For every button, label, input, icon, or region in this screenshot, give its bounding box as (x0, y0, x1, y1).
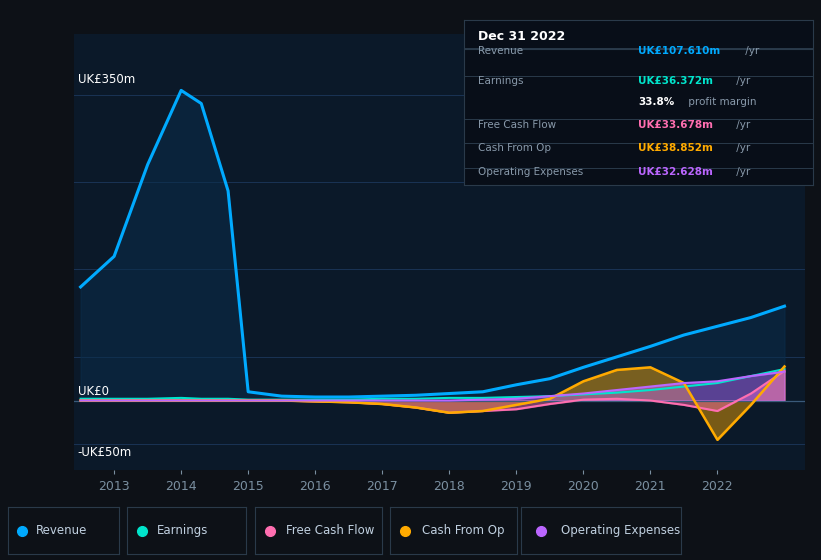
Text: Operating Expenses: Operating Expenses (478, 167, 583, 176)
Text: UK£32.628m: UK£32.628m (639, 167, 713, 176)
Text: /yr: /yr (732, 143, 750, 153)
Text: /yr: /yr (732, 167, 750, 176)
Text: Cash From Op: Cash From Op (478, 143, 551, 153)
Text: Earnings: Earnings (157, 524, 209, 537)
Text: Revenue: Revenue (36, 524, 87, 537)
Text: UK£33.678m: UK£33.678m (639, 120, 713, 130)
Text: /yr: /yr (732, 120, 750, 130)
Text: UK£0: UK£0 (77, 385, 108, 398)
Text: UK£36.372m: UK£36.372m (639, 76, 713, 86)
Text: -UK£50m: -UK£50m (77, 446, 132, 459)
Text: profit margin: profit margin (686, 97, 757, 108)
Text: 33.8%: 33.8% (639, 97, 675, 108)
Text: /yr: /yr (742, 46, 759, 56)
Text: UK£107.610m: UK£107.610m (639, 46, 721, 56)
Text: /yr: /yr (732, 76, 750, 86)
Text: Cash From Op: Cash From Op (422, 524, 504, 537)
Text: UK£350m: UK£350m (77, 73, 135, 86)
Text: Earnings: Earnings (478, 76, 523, 86)
Text: UK£38.852m: UK£38.852m (639, 143, 713, 153)
Text: Dec 31 2022: Dec 31 2022 (478, 30, 565, 43)
Text: Free Cash Flow: Free Cash Flow (287, 524, 374, 537)
Text: Revenue: Revenue (478, 46, 523, 56)
Text: Free Cash Flow: Free Cash Flow (478, 120, 556, 130)
Text: Operating Expenses: Operating Expenses (562, 524, 681, 537)
